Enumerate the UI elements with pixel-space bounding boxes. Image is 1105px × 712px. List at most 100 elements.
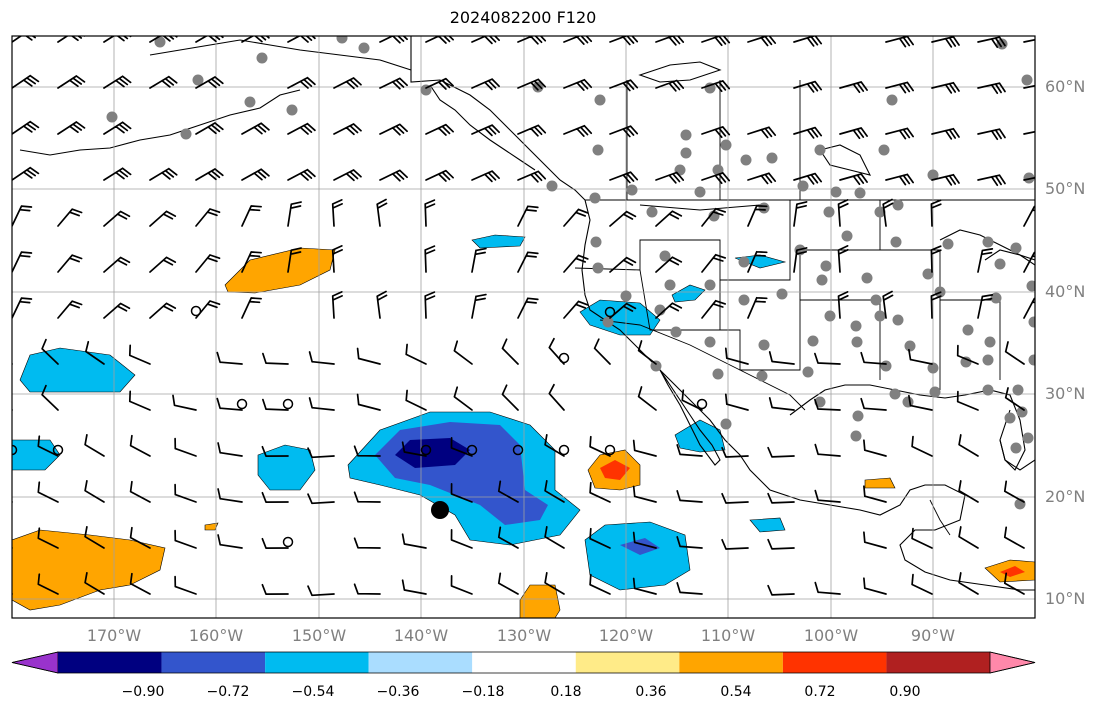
colorbar-outline: [11, 651, 1036, 674]
wind-barb: [911, 527, 933, 549]
positive-anomaly-region: [519, 584, 561, 618]
wind-barb: [12, 205, 33, 227]
station-dot: [674, 164, 686, 176]
lat-tick-60n: 60°N: [1045, 77, 1086, 96]
negative-anomaly-region: [471, 234, 526, 249]
station-dot: [590, 236, 602, 248]
station-dot: [890, 236, 902, 248]
wind-barb: [308, 397, 335, 411]
wind-barb: [958, 434, 979, 457]
wind-barb: [103, 75, 132, 89]
wind-barb: [450, 529, 473, 549]
wind-barb: [814, 398, 841, 411]
wind-barb: [261, 583, 289, 595]
wind-barb: [609, 256, 637, 273]
wind-barb: [908, 394, 933, 411]
negative-anomaly-region: [257, 444, 316, 491]
wind-barb: [681, 389, 703, 411]
station-dot: [1028, 316, 1035, 328]
lat-tick-40n: 40°N: [1045, 282, 1086, 301]
station-dot: [532, 81, 544, 93]
station-dot: [358, 42, 370, 54]
coastlines: [19, 36, 1035, 591]
station-dot: [680, 147, 692, 159]
wind-barb: [425, 123, 454, 136]
wind-barb: [501, 338, 519, 365]
wind-barb: [956, 344, 979, 365]
station-dot: [820, 260, 832, 272]
wind-barb: [931, 127, 960, 140]
station-dot: [756, 370, 768, 382]
wind-barb: [837, 291, 849, 319]
station-dot: [852, 410, 864, 422]
wind-barb: [37, 527, 59, 549]
station-dot: [878, 144, 890, 156]
wind-barb: [12, 166, 40, 181]
wind-barb: [563, 208, 589, 227]
wind-barb: [129, 480, 151, 503]
station-dot: [927, 362, 939, 374]
station-dot: [256, 52, 268, 64]
wind-barb: [747, 250, 768, 273]
wind-barb: [882, 290, 894, 319]
station-dot: [720, 139, 732, 151]
station-dot: [824, 310, 836, 322]
wind-barb: [958, 526, 979, 549]
station-dot: [892, 199, 904, 211]
wind-barb: [863, 439, 887, 457]
station-dot: [720, 418, 732, 430]
wind-barb: [747, 172, 777, 185]
wind-barb: [589, 435, 611, 457]
wind-barb: [217, 488, 243, 503]
station-dot: [990, 292, 1002, 304]
colorbar-swatch: [368, 652, 473, 673]
wind-barb: [931, 36, 960, 48]
wind-barb: [84, 571, 105, 595]
negative-anomaly-region: [579, 299, 661, 336]
station-dot: [336, 36, 348, 44]
wind-barb: [287, 168, 316, 181]
wind-barb: [767, 492, 795, 504]
wind-barb: [839, 81, 868, 94]
station-dot: [286, 104, 298, 116]
station-dot: [850, 320, 862, 332]
wind-barb: [307, 585, 335, 597]
wind-barb: [563, 36, 593, 45]
wind-barb: [701, 172, 731, 185]
wind-barb: [195, 208, 221, 227]
lat-tick-50n: 50°N: [1045, 179, 1086, 198]
wind-barb: [977, 174, 1006, 187]
wind-barb: [353, 537, 381, 549]
wind-barb: [517, 205, 539, 227]
station-dot: [766, 152, 778, 164]
station-dot: [962, 324, 974, 336]
wind-barb: [379, 77, 408, 90]
station-dot: [960, 356, 972, 368]
wind-barb: [453, 340, 473, 365]
wind-barb: [911, 573, 933, 595]
wind-barb: [632, 577, 657, 595]
negative-anomaly-region: [674, 419, 726, 453]
station-dot: [807, 335, 819, 347]
station-dot: [704, 336, 716, 348]
lon-tick-130w: 130°W: [496, 626, 552, 645]
station-dot: [680, 129, 692, 141]
station-dot: [927, 169, 939, 181]
wind-barb: [609, 36, 639, 46]
colorbar-label: −0.18: [461, 684, 505, 700]
wind-barb: [471, 293, 487, 319]
station-dot: [602, 316, 614, 328]
wind-barb: [471, 36, 500, 45]
colorbar-swatch: [679, 652, 783, 673]
wind-barb: [1023, 251, 1035, 273]
wind-barb: [501, 384, 519, 411]
wind-barb: [103, 167, 132, 181]
station-dot: [1022, 432, 1034, 444]
colorbar-label: 0.54: [720, 684, 752, 700]
wind-barb: [12, 593, 13, 595]
wind-barb: [174, 483, 197, 503]
wind-barb: [676, 490, 703, 503]
colorbar-label: −0.54: [291, 684, 335, 700]
wind-barb: [701, 36, 731, 47]
wind-barb: [308, 351, 335, 365]
